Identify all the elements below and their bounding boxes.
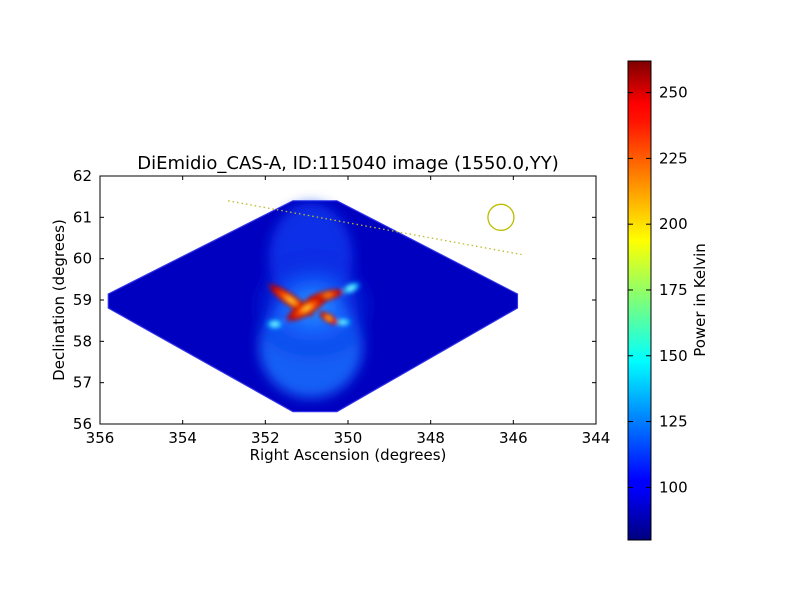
x-tick-label: 356 — [86, 429, 115, 447]
y-tick-label: 60 — [73, 250, 92, 268]
colorbar-tick-label: 150 — [659, 347, 688, 365]
y-axis: 56 57 58 59 60 61 62 — [73, 167, 596, 433]
x-tick-label: 348 — [416, 429, 445, 447]
colorbar — [627, 60, 652, 541]
colorbar-axis: 100 125 150 175 200 225 250 — [628, 84, 688, 496]
arm-se-hot — [318, 310, 340, 326]
colorbar-tick-label: 225 — [659, 149, 688, 167]
overlay — [228, 200, 522, 256]
x-axis: 356 354 352 350 348 346 344 — [86, 176, 611, 447]
source-core — [283, 293, 330, 323]
colorbar-label: Power in Kelvin — [691, 243, 709, 357]
track-line — [228, 200, 522, 256]
x-axis-label: Right Ascension (degrees) — [250, 446, 447, 464]
arm-sw — [264, 318, 285, 331]
y-tick-label: 58 — [73, 332, 92, 350]
x-tick-label: 344 — [582, 429, 611, 447]
sky-image — [107, 200, 519, 413]
source-arms — [264, 280, 362, 331]
colorbar-tick-label: 200 — [659, 215, 688, 233]
colorbar-tick-label: 100 — [659, 478, 688, 496]
x-tick-label: 352 — [251, 429, 280, 447]
x-tick-label: 354 — [168, 429, 197, 447]
y-tick-label: 59 — [73, 291, 92, 309]
y-tick-label: 57 — [73, 374, 92, 392]
x-tick-label: 350 — [334, 429, 363, 447]
x-tick-label: 346 — [499, 429, 528, 447]
colorbar-tick-label: 250 — [659, 84, 688, 102]
colorbar-tick-label: 175 — [659, 281, 688, 299]
y-tick-label: 61 — [73, 208, 92, 226]
y-tick-label: 62 — [73, 167, 92, 185]
y-axis-label: Declination (degrees) — [50, 219, 68, 381]
y-tick-label: 56 — [73, 415, 92, 433]
chart-title: DiEmidio_CAS-A, ID:115040 image (1550.0,… — [137, 153, 559, 174]
colorbar-tick-label: 125 — [659, 413, 688, 431]
beam-circle — [487, 203, 515, 231]
